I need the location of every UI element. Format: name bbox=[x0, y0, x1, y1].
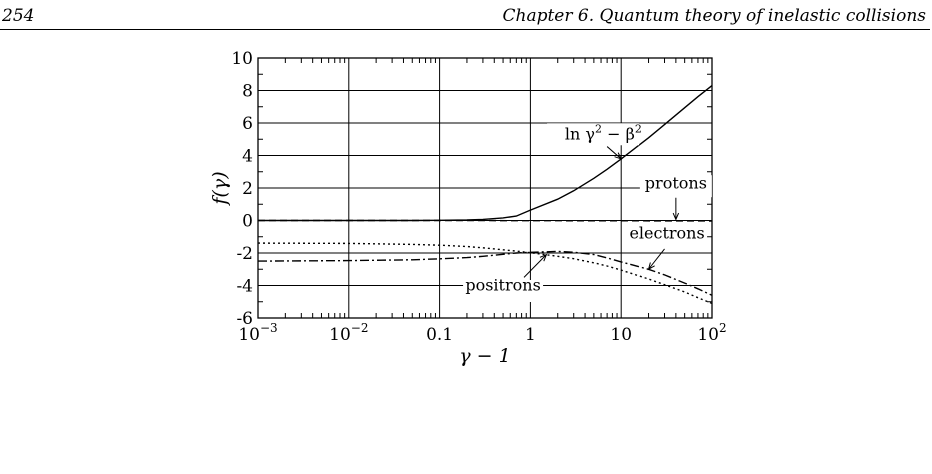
annotation-positrons-label: positrons bbox=[465, 275, 540, 294]
y-tick-label-6: 6 bbox=[242, 114, 253, 134]
x-tick-label-1: 10−2 bbox=[329, 321, 368, 345]
annotation-protons-label: protons bbox=[645, 173, 707, 192]
x-tick-label-0: 10−3 bbox=[238, 321, 277, 345]
y-tick-label-0: -6 bbox=[236, 309, 253, 329]
annotation-positrons: positrons bbox=[463, 253, 548, 302]
annotation-lngamma-mid: − β bbox=[602, 124, 635, 143]
page-number: 254 bbox=[2, 6, 35, 26]
x-tick-labels: 10−3 10−2 0.1 1 10 102 bbox=[238, 321, 726, 345]
series-line-1 bbox=[258, 219, 713, 222]
y-axis-label: f(γ) bbox=[209, 171, 231, 206]
running-head: Chapter 6. Quantum theory of inelastic c… bbox=[502, 6, 926, 26]
y-tick-label-2: -2 bbox=[236, 244, 253, 264]
y-tick-label-8: 10 bbox=[231, 49, 253, 69]
annotation-protons: protons bbox=[639, 173, 712, 221]
y-tick-label-4: 2 bbox=[242, 179, 253, 199]
x-tick-label-5: 102 bbox=[697, 321, 726, 345]
svg-text:ln γ2 − β2: ln γ2 − β2 bbox=[565, 122, 642, 143]
x-axis-label: γ − 1 bbox=[459, 345, 510, 367]
annotation-lngamma-base: ln γ bbox=[565, 124, 595, 143]
annotation-lngamma: ln γ2 − β2 bbox=[547, 122, 642, 160]
y-tick-label-3: 0 bbox=[242, 212, 253, 232]
y-tick-label-7: 8 bbox=[242, 82, 253, 102]
figure: 10−3 10−2 0.1 1 10 102 -6 -4 -2 0 2 4 6 8 10 γ − 1 f(… bbox=[0, 40, 932, 474]
series-line-2 bbox=[257, 250, 713, 296]
y-tick-label-1: -4 bbox=[236, 277, 253, 297]
annotation-electrons: electrons bbox=[627, 223, 708, 271]
header-rule bbox=[0, 29, 930, 30]
annotation-lngamma-sup1: 2 bbox=[595, 122, 602, 135]
x-tick-label-2: 0.1 bbox=[426, 325, 453, 345]
series-line-0 bbox=[258, 85, 713, 222]
f-gamma-chart: 10−3 10−2 0.1 1 10 102 -6 -4 -2 0 2 4 6 8 10 γ − 1 f(… bbox=[209, 49, 727, 367]
x-tick-label-3: 1 bbox=[525, 325, 536, 345]
annotation-electrons-label: electrons bbox=[629, 223, 704, 242]
annotation-lngamma-sup2: 2 bbox=[635, 122, 642, 135]
series-line-3 bbox=[257, 242, 713, 305]
y-tick-label-5: 4 bbox=[242, 147, 253, 167]
page-header: 254 Chapter 6. Quantum theory of inelast… bbox=[0, 0, 932, 30]
x-tick-label-4: 10 bbox=[610, 325, 632, 345]
series bbox=[257, 85, 713, 305]
minor-ticks bbox=[258, 58, 712, 318]
y-tick-labels: -6 -4 -2 0 2 4 6 8 10 bbox=[231, 49, 253, 329]
plot-frame bbox=[257, 57, 713, 319]
